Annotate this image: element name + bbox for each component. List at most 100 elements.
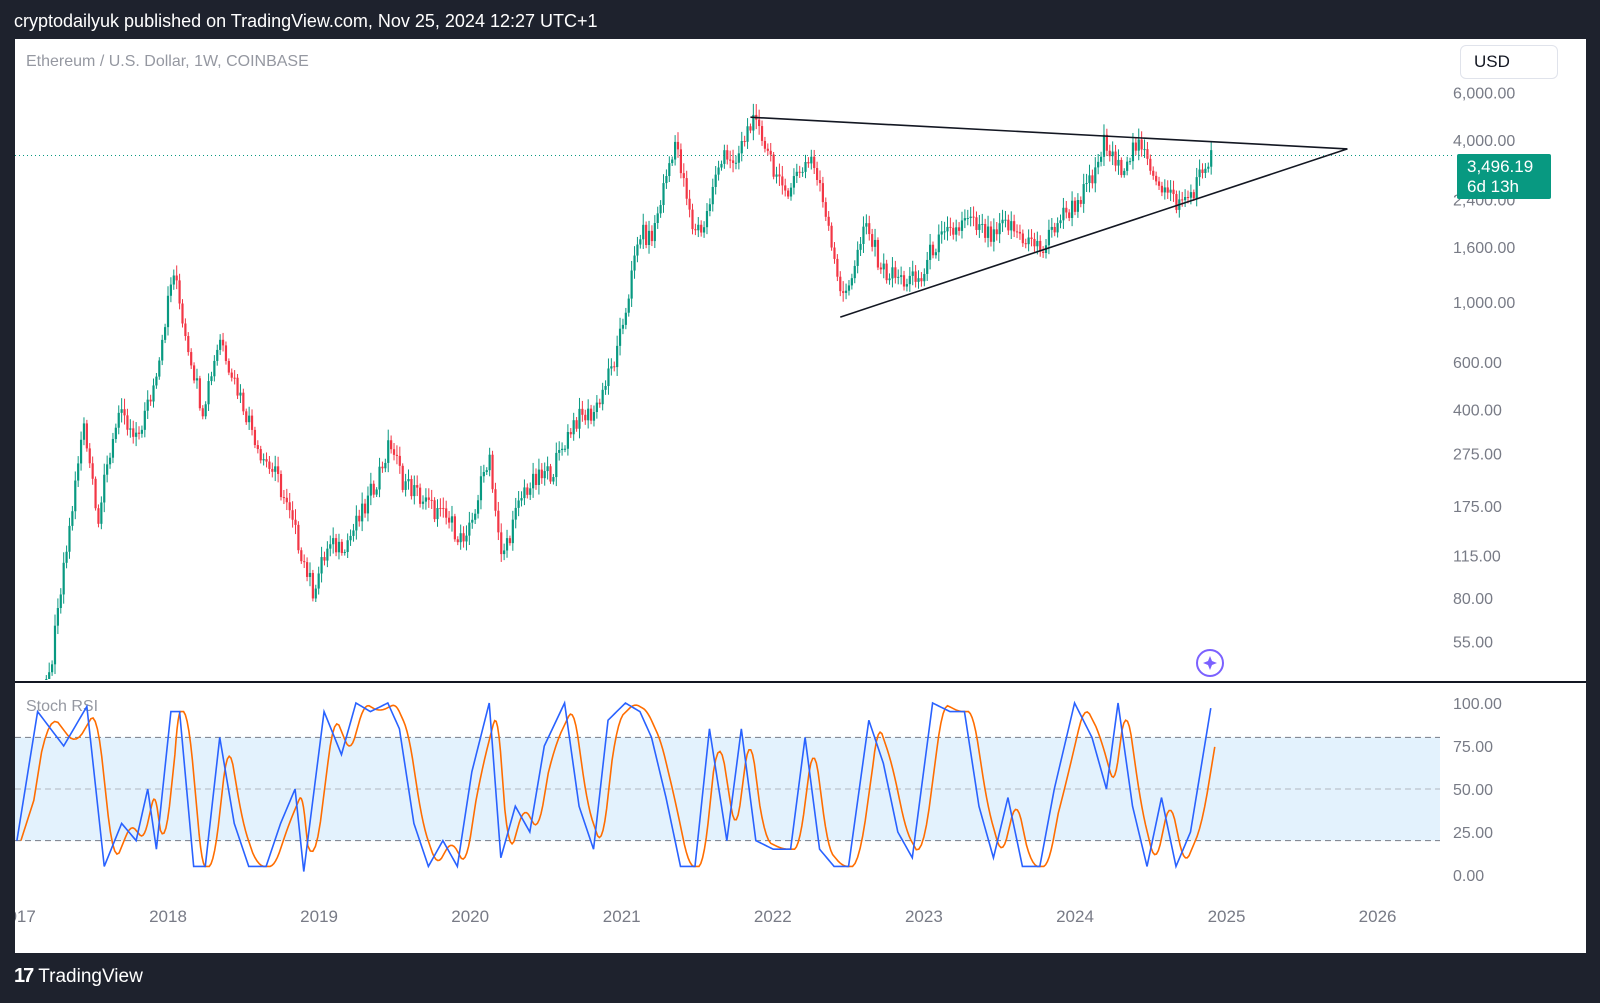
candle	[940, 220, 943, 244]
candles	[45, 103, 1213, 680]
candle	[868, 215, 871, 241]
candle	[711, 178, 714, 212]
price-tick-label: 175.00	[1453, 499, 1502, 516]
candle	[390, 435, 393, 454]
candle	[566, 424, 569, 456]
candle	[755, 104, 758, 130]
price-pane: Ethereum / U.S. Dollar, 1W, COINBASE 6,0…	[15, 53, 1515, 680]
candle	[1010, 211, 1013, 240]
candle	[236, 374, 239, 400]
candle	[146, 390, 149, 419]
candle	[453, 513, 456, 542]
candle	[349, 529, 352, 546]
candle	[181, 299, 184, 328]
footer-brand[interactable]: 17 TradingView	[14, 965, 143, 988]
candle	[1094, 157, 1097, 193]
candle	[572, 412, 575, 441]
candle	[702, 221, 706, 238]
candle	[140, 425, 144, 438]
candle	[384, 458, 387, 473]
candle	[731, 149, 735, 173]
candle	[326, 541, 329, 568]
candle	[497, 501, 500, 541]
chart-area[interactable]: Ethereum / U.S. Dollar, 1W, COINBASE 6,0…	[0, 39, 1586, 953]
candle	[581, 400, 584, 422]
candle	[847, 280, 851, 296]
candle	[1169, 180, 1172, 202]
stoch-rsi-title: Stoch RSI	[26, 698, 98, 715]
candle	[1207, 162, 1210, 173]
candle	[821, 176, 824, 208]
candle	[760, 120, 764, 146]
candle	[106, 455, 109, 483]
candle	[534, 468, 538, 490]
candle	[346, 533, 349, 559]
rsi-tick-label: 50.00	[1453, 782, 1493, 799]
time-tick-label: 2019	[300, 907, 338, 926]
candle	[305, 557, 309, 582]
candle	[50, 660, 54, 676]
candle	[879, 262, 882, 274]
candle	[584, 409, 587, 425]
candle	[798, 165, 801, 178]
candle	[627, 294, 630, 317]
candle	[103, 463, 106, 513]
candle	[195, 368, 199, 389]
candle	[198, 375, 201, 411]
candle	[1099, 151, 1103, 167]
candle	[352, 523, 355, 542]
candle	[68, 517, 71, 559]
candle	[387, 429, 390, 473]
candle	[1047, 219, 1051, 255]
candle	[1157, 176, 1161, 190]
candle	[810, 149, 813, 170]
candle	[981, 213, 984, 233]
candle	[216, 344, 219, 366]
candle	[314, 584, 317, 603]
candle	[1155, 171, 1158, 186]
sparkle-icon[interactable]	[1196, 649, 1224, 677]
candle	[955, 219, 958, 242]
candle	[427, 488, 430, 508]
candle	[1128, 157, 1132, 165]
candle	[123, 398, 126, 425]
candle	[91, 456, 94, 485]
candle	[621, 318, 625, 335]
candle	[908, 267, 911, 292]
candle	[607, 358, 610, 395]
candle	[500, 523, 503, 562]
candle	[291, 501, 294, 528]
candle	[766, 143, 769, 156]
candle	[337, 533, 341, 560]
candle	[642, 213, 645, 249]
candle	[911, 260, 914, 286]
candle	[1195, 167, 1198, 207]
candle	[378, 457, 381, 498]
rsi-tick-label: 75.00	[1453, 739, 1493, 756]
candle	[989, 221, 993, 247]
tradingview-logo-icon: 17	[14, 965, 34, 987]
candle	[508, 535, 512, 546]
candle	[233, 370, 236, 385]
candle	[334, 533, 338, 557]
chart-svg[interactable]: Ethereum / U.S. Dollar, 1W, COINBASE 6,0…	[0, 39, 1586, 953]
stoch-rsi-pane: Stoch RSI 100.00 75.00 50.00 25.00 0.00	[15, 696, 1502, 885]
candle	[743, 135, 746, 147]
candle	[143, 402, 146, 438]
currency-button[interactable]: USD	[1460, 45, 1558, 79]
candle	[245, 408, 248, 425]
candle	[158, 357, 161, 380]
candle	[520, 491, 523, 507]
candle	[714, 166, 717, 195]
candle	[262, 453, 265, 466]
candle	[543, 462, 546, 486]
candle	[604, 380, 607, 395]
candle	[537, 458, 541, 495]
candle	[853, 260, 856, 284]
candle	[926, 251, 929, 281]
candle	[1088, 164, 1091, 193]
candle	[653, 215, 656, 249]
candle	[540, 463, 543, 484]
price-tick-label: 1,000.00	[1453, 295, 1515, 312]
candle	[694, 223, 697, 236]
